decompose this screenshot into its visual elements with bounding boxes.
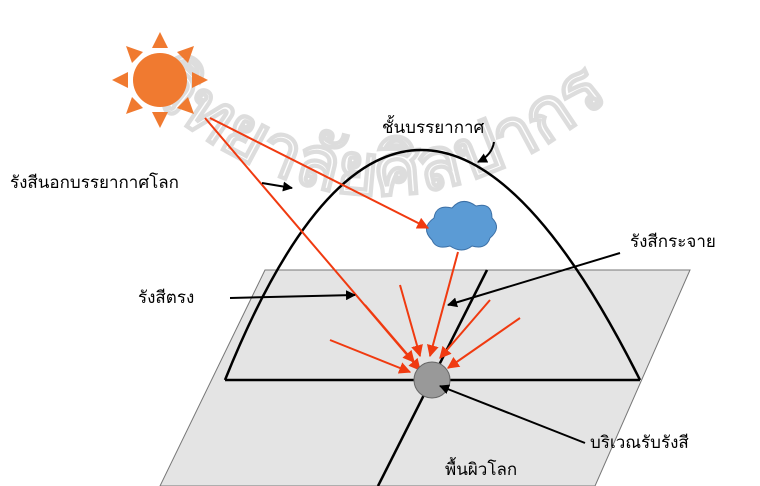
cloud (426, 201, 497, 251)
atmosphere-label: ชั้นบรรยากาศ (382, 115, 485, 138)
label-arrows (229, 141, 621, 444)
watermark: วิทยาลัยศิลปากร (134, 41, 620, 213)
extraterrestrial-label: รังสีนอกบรรยากาศโลก (10, 172, 179, 193)
receiver-label: บริเวณรับรังสี (590, 433, 689, 453)
sun (112, 32, 208, 128)
diffuse-label: รังสีกระจาย (630, 232, 716, 252)
radiation-arrows (204, 117, 521, 374)
direct-label: รังสีตรง (138, 288, 194, 308)
receiver-sphere (413, 361, 451, 399)
surface-label: พื้นผิวโลก (445, 457, 517, 480)
